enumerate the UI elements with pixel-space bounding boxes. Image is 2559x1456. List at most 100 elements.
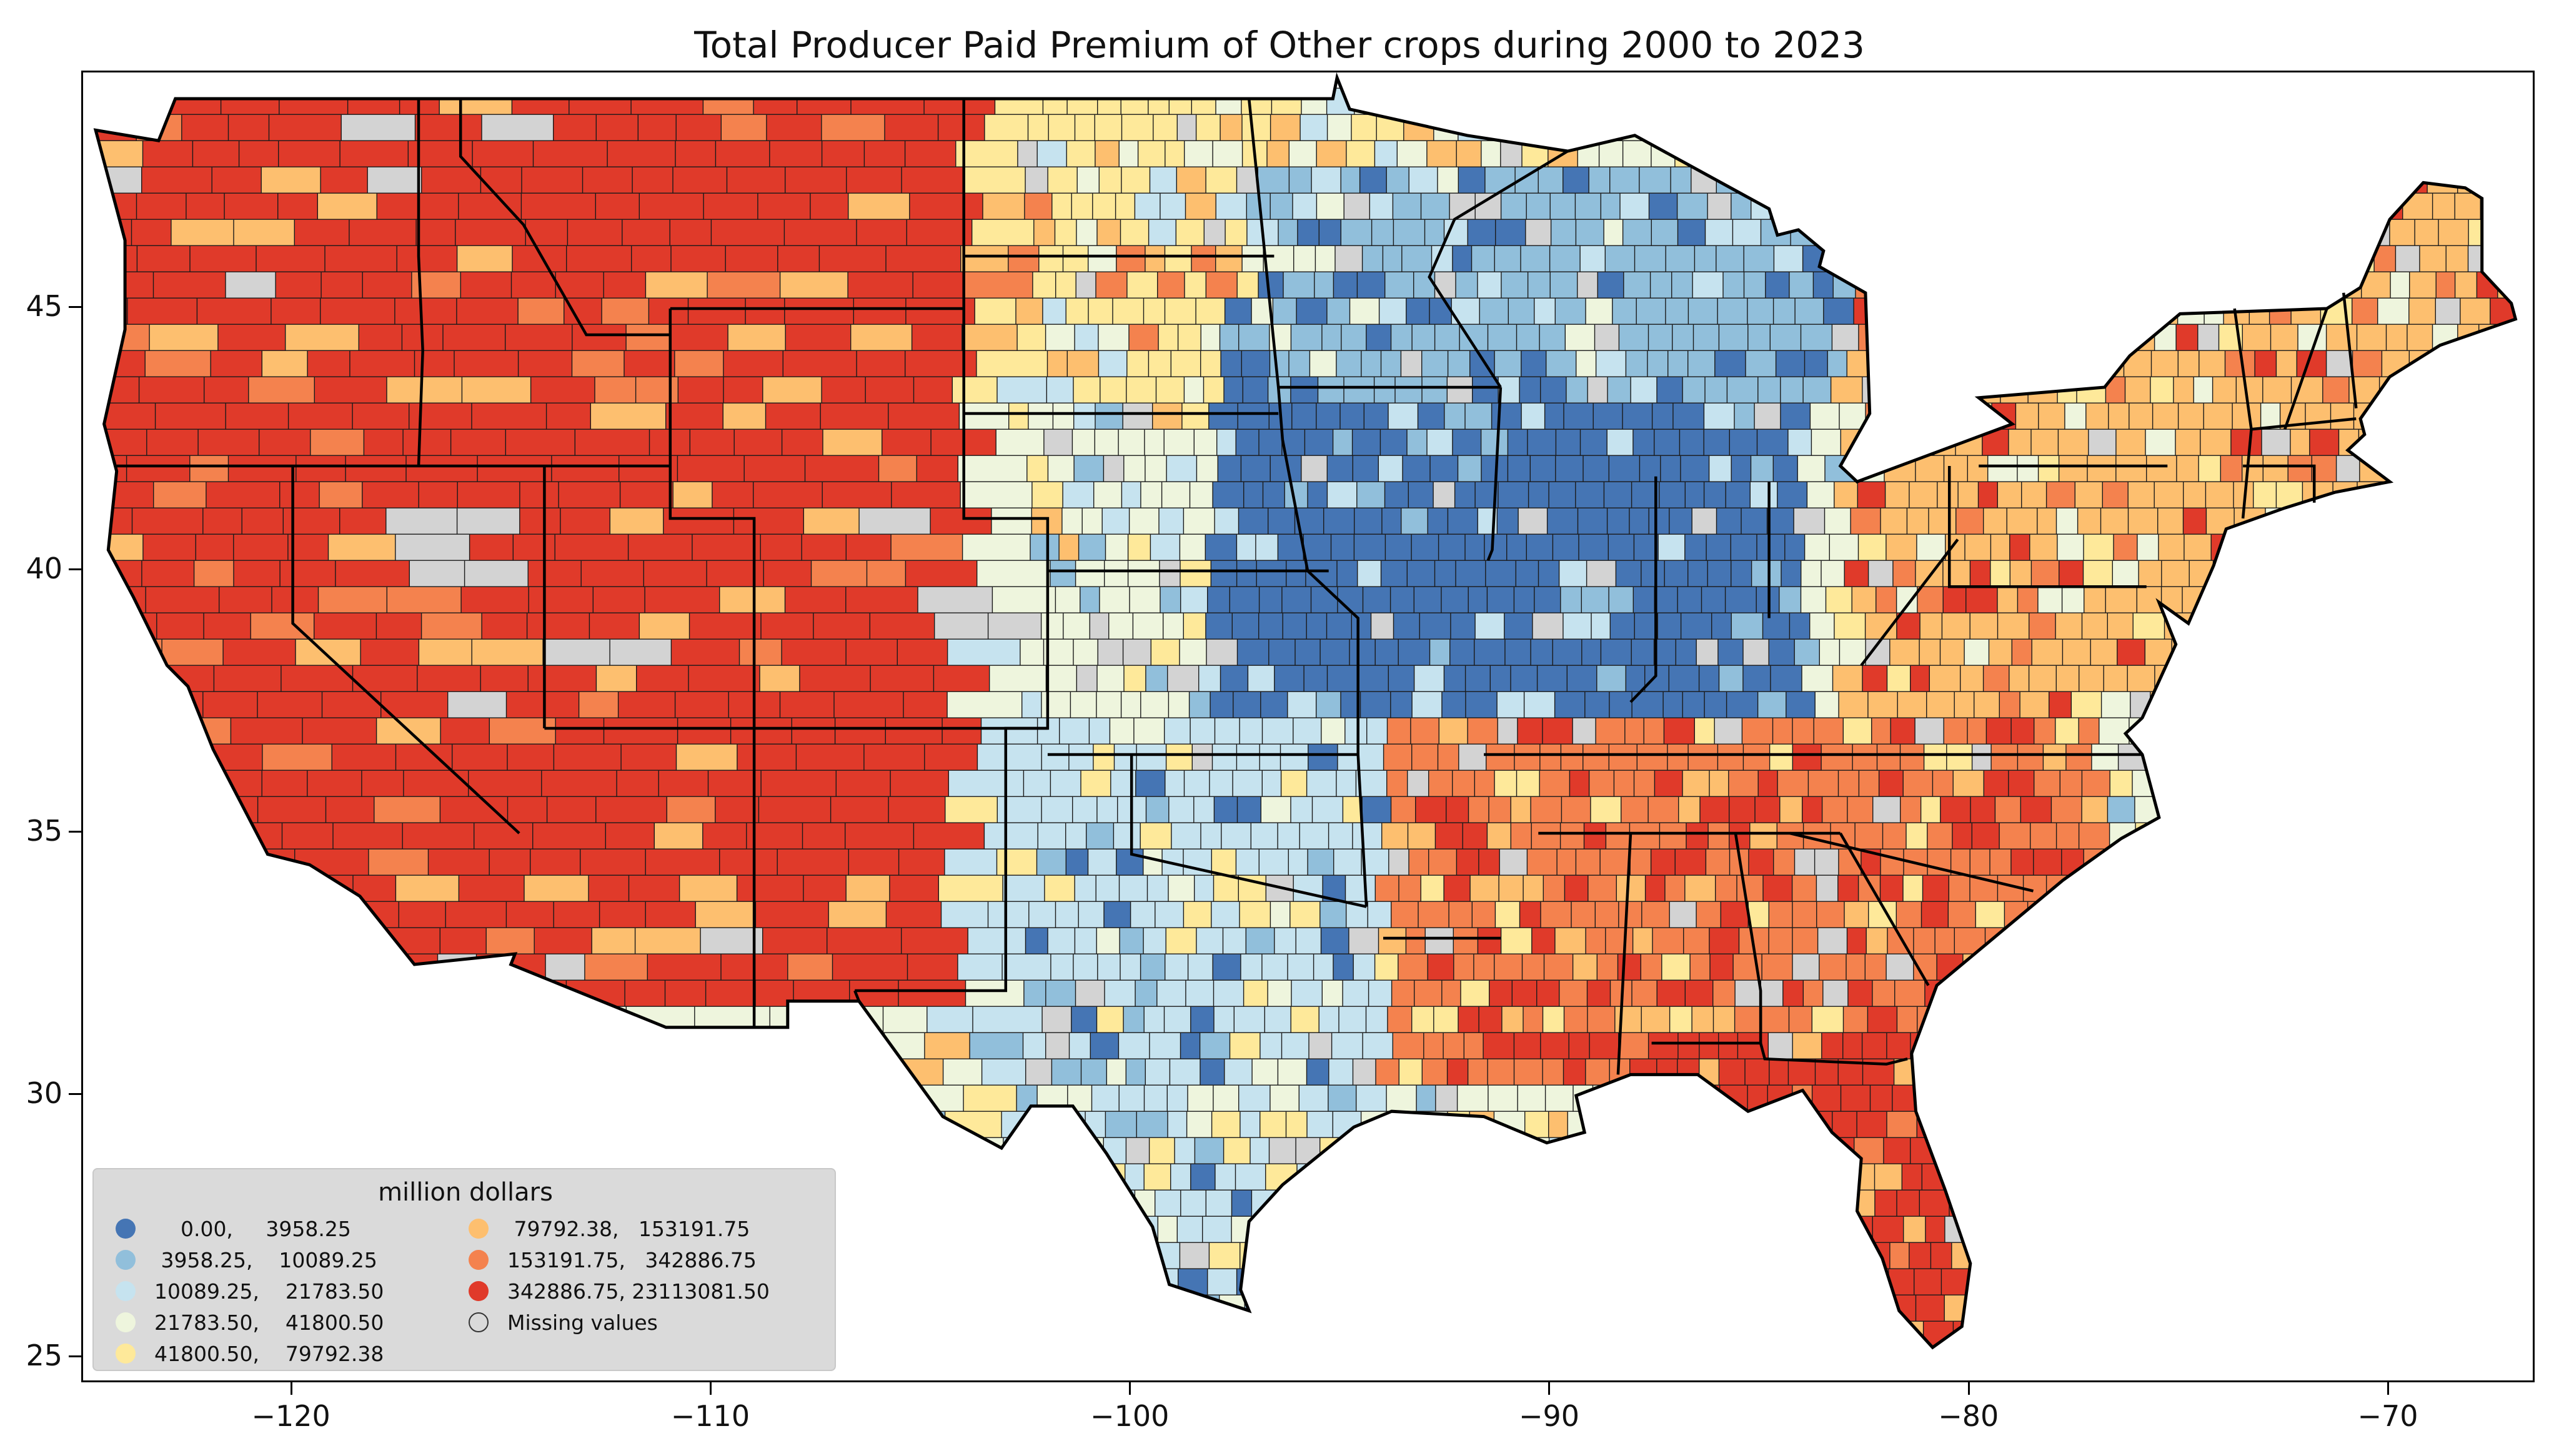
county xyxy=(1542,1006,1565,1034)
county xyxy=(1588,166,1611,194)
county xyxy=(1682,927,1711,955)
county xyxy=(2145,1294,2172,1322)
county xyxy=(2027,297,2057,325)
county xyxy=(1128,507,1160,535)
county xyxy=(2448,1347,2473,1348)
county xyxy=(1066,87,1098,116)
county xyxy=(1699,1032,1719,1060)
county xyxy=(2232,114,2261,142)
county xyxy=(694,1006,771,1044)
legend-item: 21783.50, 41800.50 xyxy=(116,1307,384,1338)
county xyxy=(1634,612,1659,640)
county xyxy=(1199,1032,1231,1060)
county xyxy=(1539,324,1566,352)
county xyxy=(2124,114,2152,142)
county xyxy=(2358,1006,2383,1034)
county xyxy=(2323,717,2345,745)
county xyxy=(2498,796,2516,824)
county xyxy=(2285,665,2309,693)
county xyxy=(1200,324,1221,352)
county xyxy=(1831,324,1860,352)
county xyxy=(1353,953,1376,981)
county xyxy=(2530,350,2535,377)
county xyxy=(1608,586,1634,614)
county xyxy=(1070,691,1098,719)
county xyxy=(2056,927,2080,955)
county xyxy=(1596,665,1627,693)
county xyxy=(1574,192,1602,220)
county xyxy=(720,1374,765,1382)
county xyxy=(2245,1268,2270,1296)
county xyxy=(1238,507,1269,535)
county xyxy=(1866,927,1889,955)
county xyxy=(1869,1084,1893,1112)
county xyxy=(1632,586,1656,614)
county xyxy=(1073,953,1099,981)
county xyxy=(1995,87,2022,116)
county xyxy=(1038,1294,1066,1322)
county xyxy=(1236,743,1261,771)
county xyxy=(1593,402,1624,430)
county xyxy=(1636,297,1667,325)
county xyxy=(1844,901,1869,929)
county xyxy=(2454,271,2478,299)
county xyxy=(1905,271,1927,299)
county xyxy=(2149,1347,2182,1348)
county xyxy=(2015,953,2049,981)
county xyxy=(1510,665,1538,693)
county xyxy=(877,1163,952,1202)
county xyxy=(1985,1058,2015,1086)
county xyxy=(1277,1058,1308,1086)
county xyxy=(2125,1111,2147,1139)
county xyxy=(1359,691,1391,719)
county xyxy=(2382,560,2410,588)
county xyxy=(1396,1163,1419,1191)
county xyxy=(1847,979,1874,1008)
county xyxy=(1768,901,1794,929)
county xyxy=(2235,376,2264,404)
county xyxy=(127,1374,172,1382)
county xyxy=(2180,1189,2207,1217)
county xyxy=(157,822,230,861)
county xyxy=(2295,743,2323,771)
county xyxy=(877,1374,947,1382)
county xyxy=(2080,1242,2110,1270)
county xyxy=(1091,1084,1120,1112)
county xyxy=(1980,979,2012,1008)
county xyxy=(1929,166,1956,194)
county xyxy=(1036,1084,1068,1112)
county xyxy=(1393,1242,1418,1270)
county xyxy=(2186,796,2217,824)
county xyxy=(1949,297,1980,325)
county xyxy=(1378,927,1407,955)
county xyxy=(2260,638,2283,666)
county xyxy=(1844,1374,1865,1382)
county xyxy=(1145,665,1169,693)
county xyxy=(1538,560,1560,588)
county xyxy=(387,1374,462,1382)
county xyxy=(1293,717,1323,745)
county xyxy=(1236,271,1260,299)
county xyxy=(1714,717,1743,745)
county xyxy=(1194,1137,1225,1165)
county xyxy=(1095,874,1120,903)
county xyxy=(1802,376,1832,404)
county xyxy=(1867,560,1894,588)
county xyxy=(1348,1163,1376,1191)
county xyxy=(1096,219,1121,247)
county xyxy=(96,979,134,1018)
county xyxy=(1604,245,1636,273)
county xyxy=(1096,796,1118,824)
county xyxy=(2199,350,2226,378)
county xyxy=(1741,507,1768,535)
county xyxy=(1528,1268,1549,1296)
county xyxy=(1618,901,1643,929)
county xyxy=(2252,481,2277,509)
county xyxy=(1680,455,1710,483)
county xyxy=(2275,350,2298,378)
county xyxy=(2194,612,2225,640)
state-borders xyxy=(116,98,2358,1075)
county xyxy=(1747,297,1774,325)
county xyxy=(2055,297,2079,325)
county xyxy=(2507,455,2516,483)
